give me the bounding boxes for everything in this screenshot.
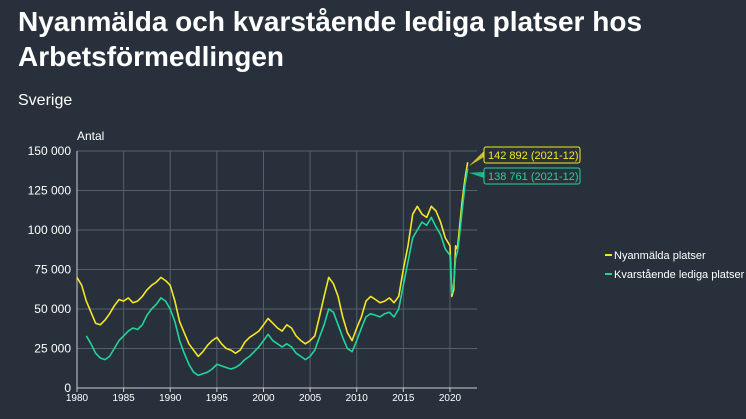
y-tick-label: 125 000 (28, 184, 72, 198)
x-tick-label: 2020 (439, 393, 462, 404)
callout-label: 138 761 (2021-12) (488, 171, 579, 183)
y-tick-label: 0 (64, 381, 71, 395)
legend: Nyanmälda platser Kvarstående lediga plat… (605, 250, 745, 281)
x-tick-label: 2000 (252, 393, 275, 404)
axes (76, 151, 477, 389)
callout-box (483, 146, 581, 164)
x-tick-label: 1985 (112, 393, 135, 404)
callout-pointer (468, 172, 484, 178)
y-tick-label: 75 000 (34, 263, 71, 277)
gridlines (77, 150, 477, 388)
y-tick-label: 25 000 (34, 342, 71, 356)
legend-label: Kvarstående lediga platser (614, 269, 745, 281)
x-tick-label: 1995 (206, 393, 229, 404)
callout-pointer (468, 151, 484, 167)
y-axis-label: Antal (77, 129, 104, 143)
end-labels: 142 892 (2021-12) 138 761 (2021-12) (468, 146, 581, 185)
callout-label: 142 892 (2021-12) (488, 150, 579, 162)
series-line-1 (76, 162, 469, 358)
chart-title: Nyanmälda och kvarstående lediga platser… (18, 6, 643, 72)
callout-box (483, 167, 581, 185)
y-tick-label: 100 000 (28, 223, 72, 237)
x-tick-label: 2015 (392, 393, 415, 404)
y-axis-ticks: 0 25 000 50 000 75 000 100 000 125 000 150 000 (28, 144, 72, 395)
x-tick-label: 2010 (346, 393, 369, 404)
x-tick-label: 1980 (66, 393, 89, 404)
legend-label: Nyanmälda platser (614, 250, 706, 262)
series-line-2 (85, 168, 469, 377)
y-tick-label: 150 000 (28, 144, 72, 158)
x-tick-label: 1990 (159, 393, 182, 404)
x-axis-ticks: 1980 1985 1990 1995 2000 2005 2010 2015 2020 (66, 388, 462, 404)
series-lines (76, 162, 469, 377)
chart-subtitle: Sverige (18, 92, 73, 109)
y-tick-label: 50 000 (34, 302, 71, 316)
x-tick-label: 2005 (299, 393, 322, 404)
